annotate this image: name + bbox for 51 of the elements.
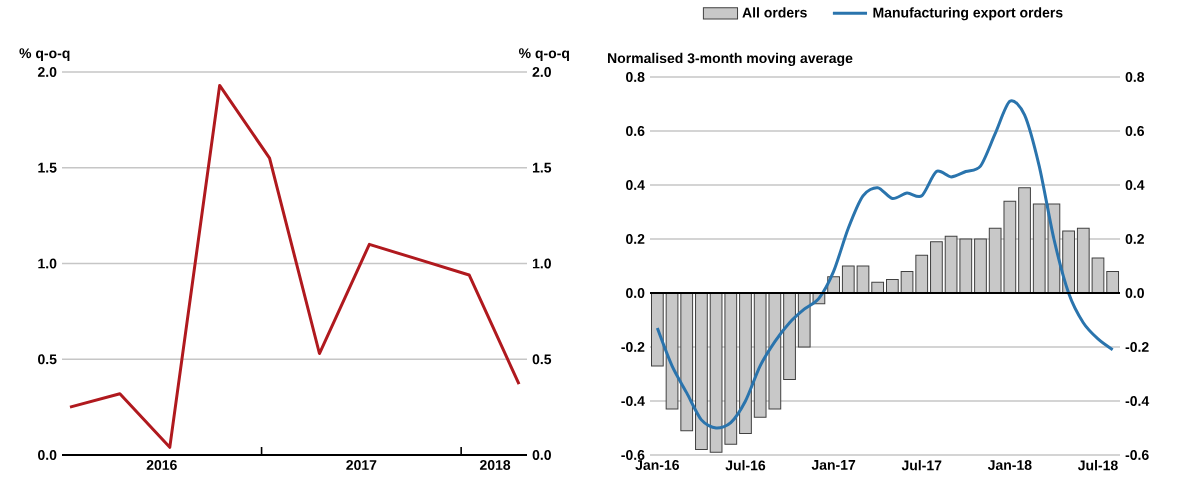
y-tick-label: 0.2 [626,234,645,244]
y-axis-title: % q-o-q [19,48,70,61]
y2-axis-title: % q-o-q [518,48,569,61]
legend-label: Manufacturing export orders [873,7,1063,21]
line-series [68,83,521,449]
bar [739,292,752,434]
y2-tick-label: 0.8 [1125,72,1145,82]
y2-tick-label: -0.6 [1125,450,1149,460]
y-tick-label: 0.8 [626,72,645,82]
y2-tick-label: 0.0 [1125,288,1144,298]
x-tick-label: Jan-16 [635,460,680,470]
y-tick-label: 0.4 [626,180,645,190]
y-tick-label: 0.0 [626,288,645,298]
bar [974,238,987,294]
y-tick-label: -0.6 [621,450,645,460]
y2-tick-label: 2.0 [532,67,551,77]
y2-tick-label: 0.4 [1125,180,1145,190]
y2-tick-label: 1.0 [532,258,551,269]
x-tick-label: Jul-17 [901,460,942,471]
y-tick-label: -0.4 [621,396,645,406]
bar [1106,270,1120,294]
legend-label: All orders [742,7,807,18]
x-tick-label: 2016 [146,460,177,470]
x-tick-label: 2017 [346,460,377,470]
y-tick-label: 0.5 [38,354,57,365]
y2-tick-label: 0.0 [532,450,551,460]
y-tick-label: 1.5 [38,162,57,173]
y-axis-title: Normalised 3-month moving average [608,52,853,66]
y2-tick-label: 0.2 [1125,234,1144,244]
x-tick-label: 2018 [479,460,511,470]
x-tick-label: Jul-16 [725,460,766,471]
bar [1018,187,1031,294]
y-tick-label: -0.2 [621,342,645,352]
y2-tick-label: 0.5 [532,354,552,365]
x-tick-label: Jan-18 [987,460,1032,470]
bar [930,241,943,294]
y-tick-label: 1.0 [38,258,57,269]
y2-tick-label: 1.5 [532,162,552,173]
bar [783,292,796,380]
bar [695,292,708,451]
y-tick-label: 0.6 [626,126,645,136]
x-tick-label: Jan-17 [811,460,856,470]
y-tick-label: 0.0 [38,450,57,460]
y2-tick-label: -0.2 [1125,342,1149,352]
y-tick-label: 2.0 [37,67,57,77]
y2-tick-label: 0.6 [1125,126,1145,136]
bar [885,279,899,294]
bar [1062,230,1075,294]
y2-tick-label: -0.4 [1125,396,1150,406]
x-tick-label: Jul-18 [1077,460,1118,471]
line-series [655,99,1115,430]
